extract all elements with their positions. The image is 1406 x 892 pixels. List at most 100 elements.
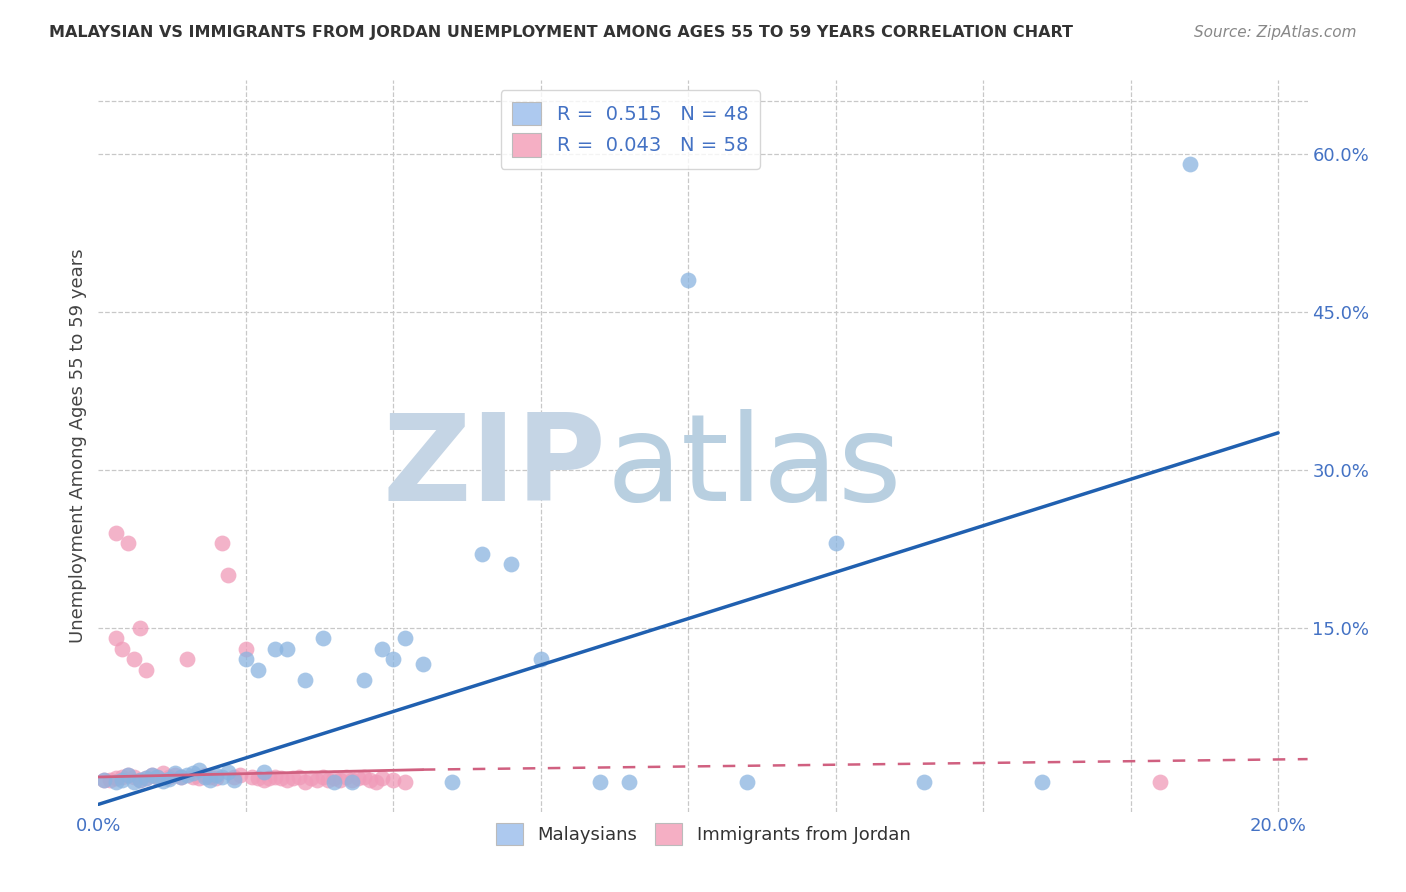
- Point: [157, 772, 180, 786]
- Point: [912, 775, 935, 789]
- Point: [176, 652, 198, 666]
- Point: [1031, 775, 1053, 789]
- Point: [382, 652, 405, 666]
- Point: [176, 768, 198, 782]
- Point: [288, 770, 311, 784]
- Point: [165, 768, 187, 782]
- Point: [441, 775, 464, 789]
- Point: [311, 770, 333, 784]
- Point: [205, 768, 228, 782]
- Point: [364, 775, 387, 789]
- Point: [187, 771, 209, 785]
- Point: [1149, 775, 1171, 789]
- Point: [294, 673, 316, 688]
- Point: [240, 770, 263, 784]
- Point: [323, 775, 346, 789]
- Point: [105, 771, 128, 785]
- Point: [589, 775, 612, 789]
- Point: [305, 773, 328, 788]
- Point: [93, 773, 115, 788]
- Point: [141, 768, 163, 782]
- Point: [347, 771, 370, 785]
- Y-axis label: Unemployment Among Ages 55 to 59 years: Unemployment Among Ages 55 to 59 years: [69, 249, 87, 643]
- Point: [200, 770, 222, 784]
- Point: [222, 770, 245, 784]
- Point: [501, 558, 523, 572]
- Point: [200, 773, 222, 788]
- Point: [152, 765, 174, 780]
- Point: [122, 770, 145, 784]
- Point: [235, 641, 257, 656]
- Point: [252, 764, 274, 779]
- Point: [229, 768, 252, 782]
- Text: Source: ZipAtlas.com: Source: ZipAtlas.com: [1194, 25, 1357, 40]
- Point: [382, 773, 405, 788]
- Point: [146, 770, 169, 784]
- Point: [165, 765, 187, 780]
- Point: [335, 770, 357, 784]
- Point: [181, 770, 204, 784]
- Point: [217, 568, 239, 582]
- Point: [412, 657, 434, 672]
- Point: [318, 773, 340, 788]
- Point: [471, 547, 494, 561]
- Point: [281, 771, 304, 785]
- Point: [117, 768, 139, 782]
- Point: [111, 773, 134, 788]
- Point: [111, 641, 134, 656]
- Point: [252, 773, 274, 788]
- Point: [146, 770, 169, 784]
- Point: [194, 768, 217, 782]
- Point: [246, 663, 269, 677]
- Point: [370, 641, 392, 656]
- Text: ZIP: ZIP: [382, 409, 606, 526]
- Point: [323, 771, 346, 785]
- Point: [359, 773, 381, 788]
- Point: [135, 771, 157, 785]
- Point: [264, 641, 287, 656]
- Point: [111, 770, 134, 784]
- Point: [135, 663, 157, 677]
- Legend: Malaysians, Immigrants from Jordan: Malaysians, Immigrants from Jordan: [484, 810, 922, 857]
- Point: [211, 770, 233, 784]
- Point: [122, 775, 145, 789]
- Point: [170, 770, 193, 784]
- Point: [678, 273, 700, 287]
- Point: [276, 773, 298, 788]
- Point: [329, 773, 352, 788]
- Point: [181, 765, 204, 780]
- Point: [340, 775, 363, 789]
- Point: [105, 525, 128, 540]
- Point: [824, 536, 846, 550]
- Point: [259, 771, 281, 785]
- Point: [98, 773, 121, 788]
- Point: [105, 631, 128, 645]
- Point: [276, 641, 298, 656]
- Point: [353, 770, 375, 784]
- Point: [205, 771, 228, 785]
- Point: [246, 771, 269, 785]
- Point: [211, 536, 233, 550]
- Point: [735, 775, 758, 789]
- Point: [370, 771, 392, 785]
- Point: [619, 775, 641, 789]
- Point: [1178, 157, 1201, 171]
- Point: [270, 771, 292, 785]
- Point: [299, 771, 322, 785]
- Point: [340, 773, 363, 788]
- Point: [128, 773, 150, 788]
- Point: [194, 770, 217, 784]
- Text: atlas: atlas: [606, 409, 901, 526]
- Point: [311, 631, 333, 645]
- Point: [128, 621, 150, 635]
- Text: MALAYSIAN VS IMMIGRANTS FROM JORDAN UNEMPLOYMENT AMONG AGES 55 TO 59 YEARS CORRE: MALAYSIAN VS IMMIGRANTS FROM JORDAN UNEM…: [49, 25, 1073, 40]
- Point: [217, 764, 239, 779]
- Point: [117, 768, 139, 782]
- Point: [152, 774, 174, 789]
- Point: [394, 775, 416, 789]
- Point: [135, 771, 157, 785]
- Point: [122, 652, 145, 666]
- Point: [235, 652, 257, 666]
- Point: [264, 770, 287, 784]
- Point: [294, 775, 316, 789]
